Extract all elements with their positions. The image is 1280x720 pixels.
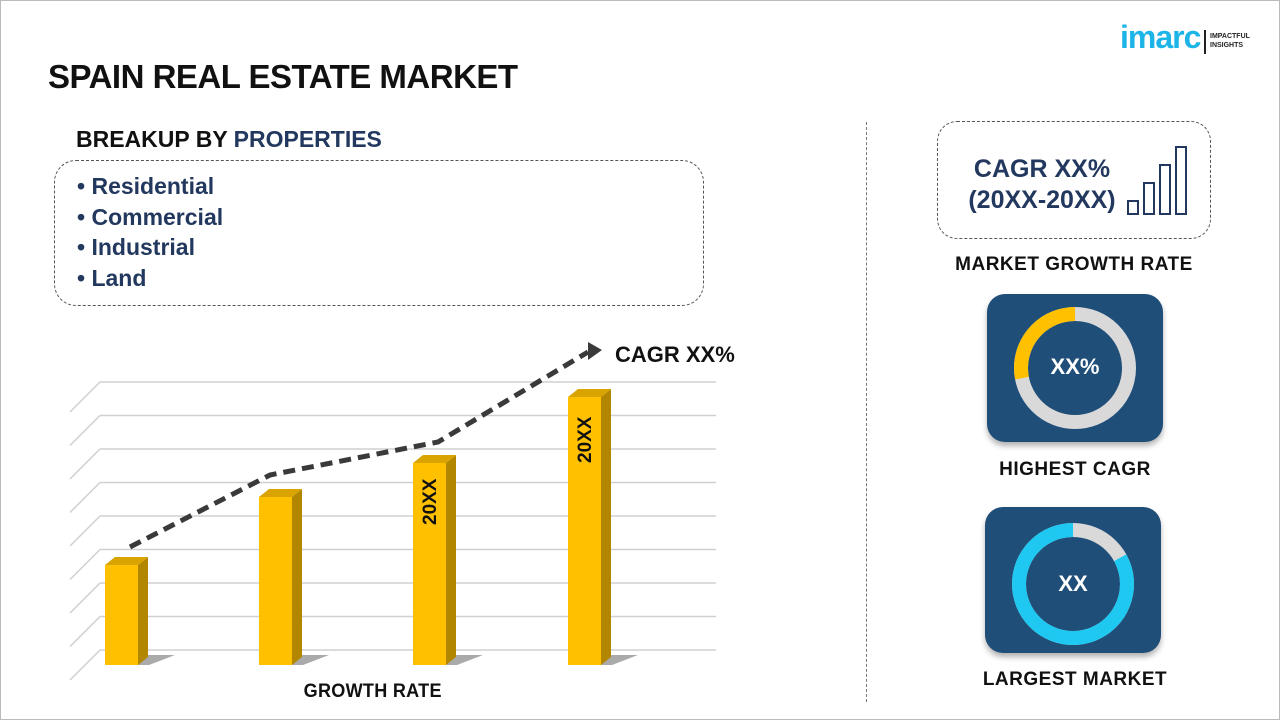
x-axis-label: GROWTH RATE bbox=[303, 681, 442, 702]
bar-label: 20XX bbox=[420, 478, 441, 525]
largest-market-value: XX bbox=[1058, 571, 1088, 596]
bar bbox=[413, 463, 446, 665]
gridline-depth bbox=[69, 548, 101, 581]
largest-market-caption: LARGEST MARKET bbox=[982, 669, 1168, 690]
bar bbox=[568, 397, 601, 665]
bar-top bbox=[259, 489, 302, 497]
largest-market-tile: XX bbox=[985, 507, 1161, 653]
gridline-depth bbox=[69, 615, 101, 648]
bar-top bbox=[105, 557, 148, 565]
logo-text: imarc bbox=[1120, 19, 1201, 55]
gridline-depth bbox=[69, 448, 101, 480]
bar-side bbox=[601, 389, 611, 665]
bar-label: 20XX bbox=[575, 416, 596, 463]
gridline-depth bbox=[69, 649, 101, 681]
cagr-value: CAGR XX% bbox=[973, 155, 1111, 183]
gridline-depth bbox=[69, 515, 101, 547]
bar-side bbox=[446, 455, 456, 665]
donut-highest bbox=[1014, 307, 1136, 429]
market-growth-caption: MARKET GROWTH RATE bbox=[955, 254, 1193, 275]
trend-line bbox=[128, 349, 590, 550]
bar bbox=[259, 497, 292, 665]
logo-separator bbox=[1204, 30, 1206, 54]
page-title: SPAIN REAL ESTATE MARKET bbox=[48, 58, 518, 95]
bar-side bbox=[138, 557, 148, 665]
list-item: • Industrial bbox=[77, 234, 195, 260]
list-item: • Commercial bbox=[77, 203, 224, 230]
gridline-depth bbox=[69, 381, 101, 413]
gridline-depth bbox=[69, 481, 101, 514]
breakup-heading: BREAKUP BY PROPERTIES bbox=[76, 126, 382, 152]
cagr-period: (20XX-20XX) bbox=[968, 186, 1116, 214]
bar-side bbox=[292, 489, 302, 665]
bar-top bbox=[568, 389, 611, 397]
bar bbox=[105, 565, 138, 665]
gridline-depth bbox=[69, 582, 101, 614]
highest-cagr-caption: HIGHEST CAGR bbox=[999, 459, 1151, 480]
highest-cagr-value: XX% bbox=[1050, 354, 1100, 379]
properties-list: • Residential • Commercial • Industrial … bbox=[54, 160, 704, 306]
chart-grid bbox=[69, 381, 716, 681]
logo-tagline: IMPACTFUL INSIGHTS bbox=[1210, 33, 1250, 49]
growth-chart: 20XX 20XX bbox=[69, 342, 716, 681]
chart-cagr-label: CAGR XX% bbox=[615, 342, 735, 367]
gridline-depth bbox=[69, 414, 101, 447]
divider bbox=[866, 122, 867, 702]
imarc-logo: imarc IMPACTFUL INSIGHTS bbox=[1120, 14, 1280, 54]
bar-chart-icon bbox=[1127, 146, 1187, 215]
list-item: • Land bbox=[77, 264, 147, 291]
chart-bars: 20XX 20XX bbox=[105, 389, 638, 665]
donut-fill bbox=[1012, 523, 1134, 645]
donut-largest bbox=[1012, 523, 1134, 645]
donut-fill bbox=[1014, 307, 1136, 429]
list-item: • Residential bbox=[77, 173, 215, 199]
highest-cagr-tile: XX% bbox=[987, 294, 1163, 442]
trend-arrow-icon bbox=[588, 342, 602, 360]
cagr-box: CAGR XX% (20XX-20XX) bbox=[937, 121, 1211, 239]
bar-top bbox=[413, 455, 456, 463]
